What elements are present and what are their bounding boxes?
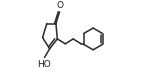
- Text: HO: HO: [37, 60, 51, 69]
- Text: O: O: [57, 1, 64, 10]
